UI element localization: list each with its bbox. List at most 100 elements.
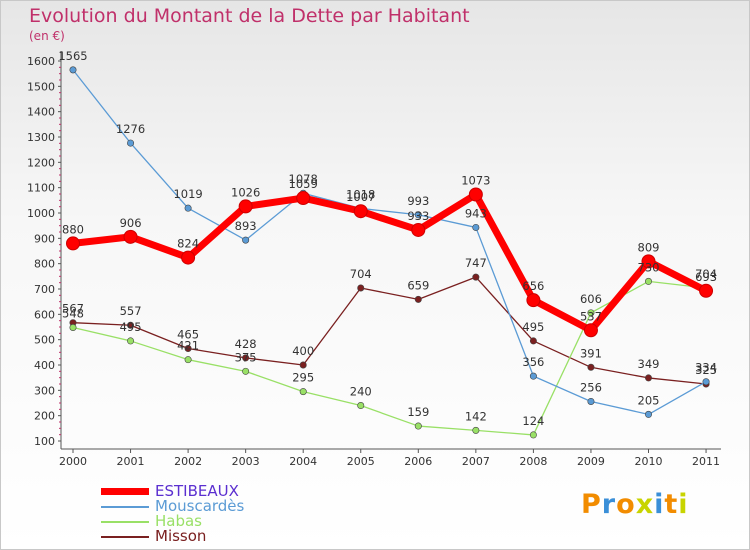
data-label: 142 — [465, 409, 487, 423]
proxiti-logo: Proxiti — [581, 489, 689, 520]
y-tick-label: 1600 — [27, 55, 55, 68]
data-label: 1018 — [346, 187, 375, 201]
data-point — [644, 277, 652, 285]
data-label: 256 — [580, 380, 602, 394]
data-label: 349 — [638, 357, 660, 371]
x-tick-label: 2004 — [289, 455, 317, 468]
data-point — [181, 250, 196, 265]
data-label: 880 — [62, 222, 84, 236]
logo-letter: i — [654, 489, 665, 520]
legend-label: Misson — [155, 527, 207, 545]
data-point — [299, 388, 307, 396]
data-point — [299, 361, 307, 369]
data-label: 465 — [177, 328, 199, 342]
legend-swatch — [101, 521, 149, 523]
data-point — [414, 295, 422, 303]
data-point — [472, 273, 480, 281]
chart-legend: ESTIBEAUX Mouscardès Habas Misson — [101, 482, 301, 545]
data-label: 557 — [120, 304, 142, 318]
data-point — [296, 191, 311, 206]
data-label: 1059 — [289, 177, 318, 191]
data-point — [127, 321, 135, 329]
data-point — [184, 356, 192, 364]
data-label: 421 — [177, 339, 199, 353]
logo-letter: o — [616, 489, 636, 520]
data-label: 933 — [407, 209, 429, 223]
data-point — [529, 372, 537, 380]
legend-item: ESTIBEAUX — [101, 482, 301, 500]
series-line-habas — [72, 280, 707, 436]
x-tick-label: 2002 — [174, 455, 202, 468]
data-point — [641, 254, 656, 269]
x-tick-label: 2011 — [692, 455, 720, 468]
data-point — [353, 204, 368, 219]
legend-swatch — [101, 506, 149, 508]
data-label: 704 — [695, 267, 717, 281]
data-label: 124 — [522, 414, 544, 428]
y-tick-label: 800 — [34, 258, 55, 271]
logo-letter: x — [635, 489, 655, 520]
y-tick-label: 1400 — [27, 106, 55, 119]
data-point — [123, 229, 138, 244]
data-label: 893 — [235, 219, 257, 233]
data-point — [587, 309, 595, 317]
data-label: 730 — [638, 260, 660, 274]
data-point — [357, 402, 365, 410]
data-label: 656 — [522, 279, 544, 293]
legend-item: Mouscardès — [101, 497, 301, 515]
data-point — [242, 236, 250, 244]
y-tick-label: 200 — [34, 410, 55, 423]
data-point — [468, 187, 483, 202]
y-tick-label: 1100 — [27, 182, 55, 195]
data-label: 537 — [580, 309, 602, 323]
data-point — [583, 323, 598, 338]
data-point — [69, 324, 77, 332]
data-point — [184, 204, 192, 212]
data-label: 1073 — [461, 174, 490, 188]
data-point — [69, 66, 77, 74]
data-point — [242, 354, 250, 362]
x-tick-label: 2007 — [462, 455, 490, 468]
data-label: 205 — [638, 393, 660, 407]
series-line-estibeaux — [72, 191, 708, 334]
data-point — [587, 397, 595, 405]
data-label: 606 — [580, 292, 602, 306]
data-point — [127, 139, 135, 147]
data-label: 993 — [407, 194, 429, 208]
data-point — [414, 422, 422, 430]
data-label: 495 — [522, 320, 544, 334]
data-point — [699, 283, 714, 298]
data-label: 943 — [465, 206, 487, 220]
data-point — [472, 426, 480, 434]
y-tick-label: 1300 — [27, 131, 55, 144]
series-line-mouscardès — [72, 69, 707, 416]
data-label: 548 — [62, 307, 84, 321]
y-tick-label: 600 — [34, 308, 55, 321]
data-label: 240 — [350, 385, 372, 399]
data-label: 1026 — [231, 185, 260, 199]
data-point — [529, 431, 537, 439]
data-label: 567 — [62, 302, 84, 316]
legend-item: Misson — [101, 527, 301, 545]
y-tick-label: 500 — [34, 334, 55, 347]
legend-label: ESTIBEAUX — [155, 482, 239, 500]
data-point — [357, 284, 365, 292]
data-label: 809 — [638, 240, 660, 254]
data-label: 325 — [695, 363, 717, 377]
data-label: 159 — [407, 405, 429, 419]
data-label: 295 — [292, 371, 314, 385]
data-point — [587, 363, 595, 371]
legend-label: Mouscardès — [155, 497, 245, 515]
legend-item: Habas — [101, 513, 301, 530]
data-label: 391 — [580, 346, 602, 360]
data-point — [242, 367, 250, 375]
y-tick-label: 300 — [34, 384, 55, 397]
data-label: 356 — [522, 355, 544, 369]
data-label: 428 — [235, 337, 257, 351]
data-label: 704 — [350, 267, 372, 281]
data-point — [472, 223, 480, 231]
data-point — [526, 293, 541, 308]
legend-swatch — [101, 488, 149, 495]
chart-title: Evolution du Montant de la Dette par Hab… — [29, 5, 470, 27]
